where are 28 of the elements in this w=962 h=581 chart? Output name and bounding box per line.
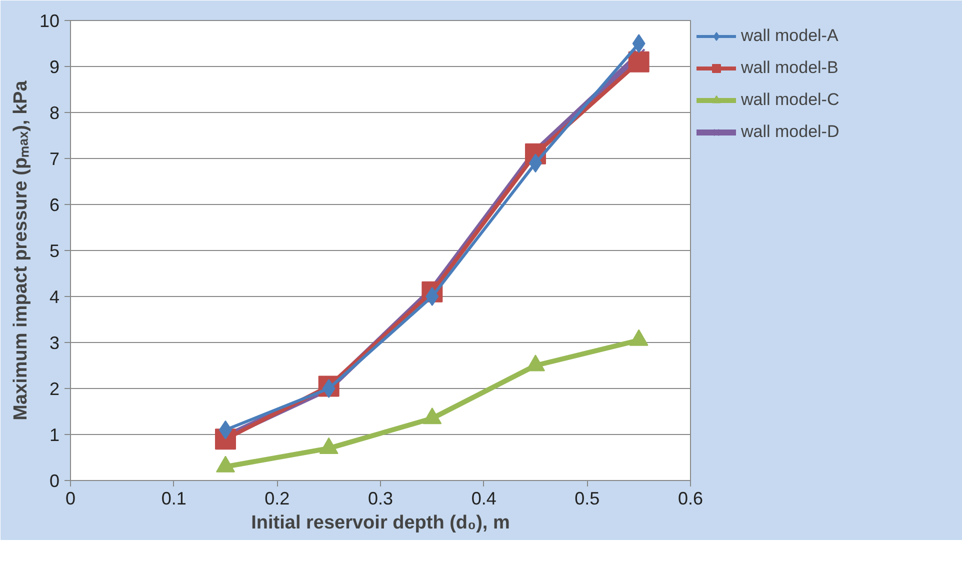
x-axis-title: Initial reservoir depth (d₀), m	[251, 512, 510, 534]
legend-label: wall model-B	[741, 58, 838, 78]
y-tick-label: 3	[49, 333, 60, 353]
point	[628, 51, 650, 72]
y-tick-label: 0	[49, 471, 60, 491]
x-tick-label: 0.2	[264, 488, 290, 508]
x-tick-label: 0	[65, 488, 76, 508]
y-tick-label: 8	[49, 103, 60, 123]
legend-label: wall model-D	[741, 122, 840, 142]
y-tick-label: 5	[49, 241, 60, 261]
legend-label: wall model-C	[741, 90, 840, 110]
point	[322, 379, 336, 398]
y-tick-label: 9	[49, 57, 60, 77]
point	[426, 287, 439, 306]
x-tick-label: 0.1	[161, 488, 186, 508]
y-tick-label: 10	[39, 11, 60, 31]
y-tick-label: 4	[49, 287, 60, 307]
x-tick-label: 0.3	[368, 488, 394, 508]
legend-label: wall model-A	[741, 26, 838, 46]
x-tick-label: 0.4	[471, 488, 496, 508]
y-tick-label: 7	[49, 149, 60, 169]
x-tick-label: 0.6	[678, 488, 704, 508]
y-tick-label: 6	[49, 195, 60, 215]
point	[632, 34, 646, 53]
y-tick-label: 2	[49, 379, 60, 399]
y-axis-title: Maximum impact pressure (pₘₐₓ), kPa	[10, 80, 32, 420]
y-tick-label: 1	[49, 425, 60, 445]
x-tick-label: 0.5	[574, 488, 600, 508]
